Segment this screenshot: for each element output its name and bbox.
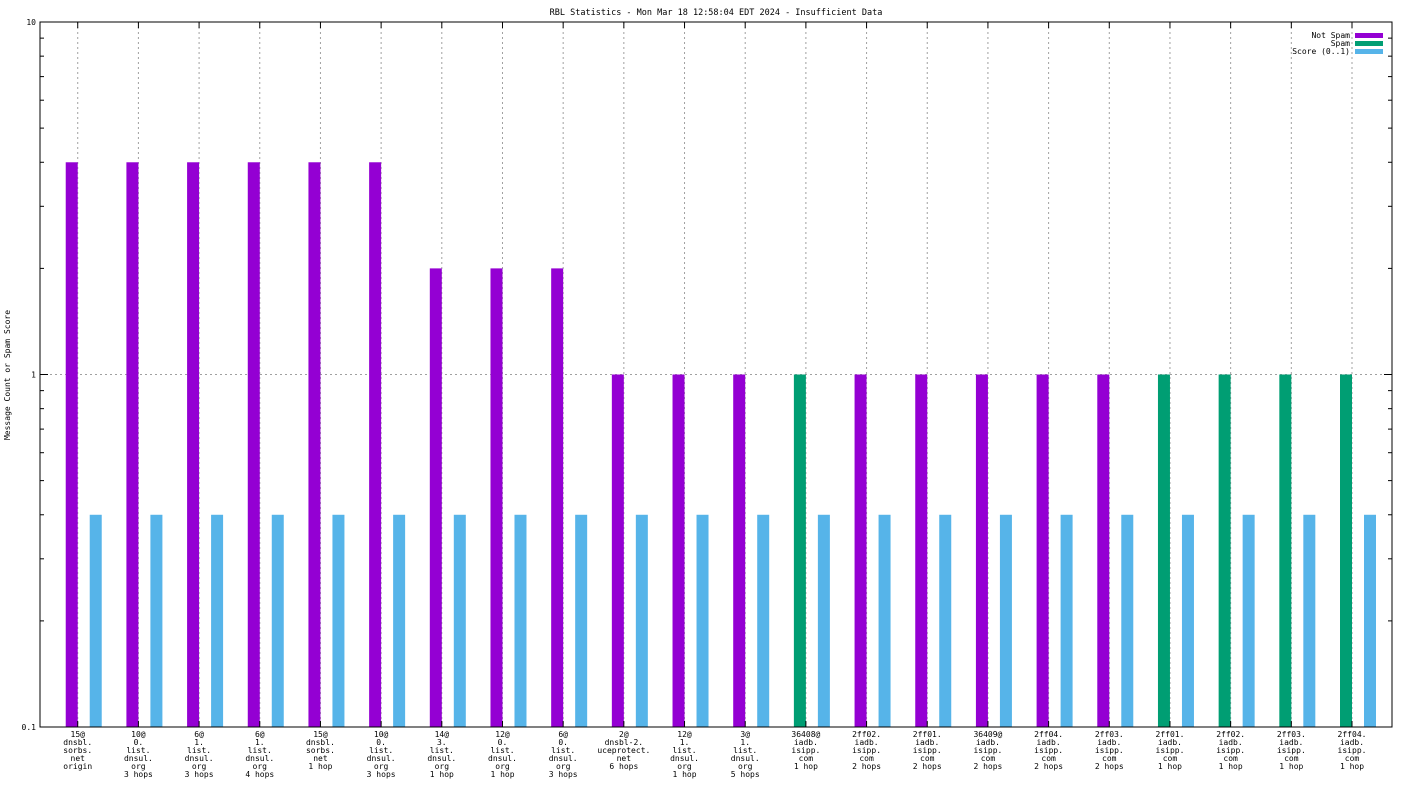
bar-score-0-1 [878,514,891,727]
bar-score-0-1 [1364,514,1376,727]
bar-spam [1157,374,1170,727]
bar-score-0-1 [453,514,466,727]
bar-score-0-1 [575,514,588,727]
legend-label: Not Spam [1311,31,1350,40]
bar-not-spam [308,162,321,727]
x-tick-label: 2ff04. iadb. isipp. com 2 hops [1034,730,1063,771]
bar-score-0-1 [817,514,830,727]
bar-spam [1279,374,1292,727]
bar-not-spam [490,268,503,727]
bar-score-0-1 [514,514,527,727]
bar-spam [1218,374,1231,727]
y-tick-label: 1 [31,371,36,380]
legend-swatch [1355,33,1383,38]
x-tick-label: 2ff01. iadb. isipp. com 1 hop [1156,730,1185,771]
bar-score-0-1 [1060,514,1073,727]
legend-label: Score (0..1) [1292,47,1350,56]
bars [65,162,1376,727]
bar-not-spam [429,268,442,727]
x-tick-label: 6@ 1. list. dnsul. org 3 hops [185,730,214,779]
bar-not-spam [551,268,564,727]
bar-not-spam [369,162,382,727]
bar-not-spam [854,374,867,727]
bar-score-0-1 [211,514,224,727]
bar-not-spam [126,162,139,727]
x-tick-label: 36409@ iadb. isipp. com 2 hops [973,730,1002,771]
bar-score-0-1 [635,514,648,727]
bar-spam [1340,374,1352,727]
x-tick-label: 2@ dnsbl-2. uceprotect. net 6 hops [597,730,650,771]
x-tick-label: 2ff02. iadb. isipp. com 2 hops [852,730,881,771]
bar-not-spam [1097,374,1110,727]
bar-not-spam [611,374,624,727]
x-tick-label: 36408@ iadb. isipp. com 1 hop [791,730,820,771]
chart-title: RBL Statistics - Mon Mar 18 12:58:04 EDT… [550,8,883,18]
bar-not-spam [915,374,928,727]
legend-swatch [1355,41,1383,46]
x-tick-label: 15@ dnsbl. sorbs. net 1 hop [306,730,335,771]
bar-score-0-1 [1181,514,1194,727]
bar-score-0-1 [271,514,284,727]
x-tick-label: 2ff04. iadb. isipp. com 1 hop [1338,730,1367,771]
bar-not-spam [247,162,260,727]
x-tick-label: 3@ 1. list. dnsul. org 5 hops [731,730,760,779]
x-tick-label: 2ff03. iadb. isipp. com 1 hop [1277,730,1306,771]
bar-not-spam [65,162,78,727]
bar-not-spam [975,374,988,727]
y-axis-label: Message Count or Spam Score [3,310,12,440]
bar-not-spam [672,374,685,727]
x-tick-label: 10@ 0. list. dnsul. org 3 hops [124,730,153,779]
bar-score-0-1 [999,514,1012,727]
x-tick-label: 14@ 3. list. dnsul. org 1 hop [427,730,456,779]
x-tick-label: 2ff03. iadb. isipp. com 2 hops [1095,730,1124,771]
axis-ticks [40,22,1392,728]
x-tick-label: 10@ 0. list. dnsul. org 3 hops [367,730,396,779]
bar-not-spam [1036,374,1049,727]
bar-score-0-1 [939,514,952,727]
bar-not-spam [187,162,200,727]
y-tick-label: 0.1 [22,723,37,732]
legend-label: Spam [1331,39,1350,48]
bar-score-0-1 [332,514,345,727]
bar-score-0-1 [1303,514,1316,727]
x-tick-label: 6@ 0. list. dnsul. org 3 hops [549,730,578,779]
bar-score-0-1 [150,514,163,727]
bar-spam [793,374,806,727]
x-tick-label: 12@ 1. list. dnsul. org 1 hop [670,730,699,779]
y-tick-label: 10 [26,18,36,27]
bar-score-0-1 [89,514,102,727]
bar-score-0-1 [1121,514,1134,727]
bar-score-0-1 [696,514,709,727]
x-tick-label: 15@ dnsbl. sorbs. net origin [63,730,92,771]
bar-not-spam [733,374,746,727]
bar-score-0-1 [757,514,770,727]
x-tick-label: 2ff02. iadb. isipp. com 1 hop [1216,730,1245,771]
bar-score-0-1 [1242,514,1255,727]
x-tick-labels: 0.1 1 10 15@ dnsbl. sorbs. net origin 10@ 0. list.… [22,18,1367,779]
legend-swatch [1355,49,1383,54]
bar-score-0-1 [393,514,406,727]
x-tick-label: 12@ 0. list. dnsul. org 1 hop [488,730,517,779]
x-tick-label: 6@ 1. list. dnsul. org 4 hops [245,730,274,779]
x-tick-label: 2ff01. iadb. isipp. com 2 hops [913,730,942,771]
